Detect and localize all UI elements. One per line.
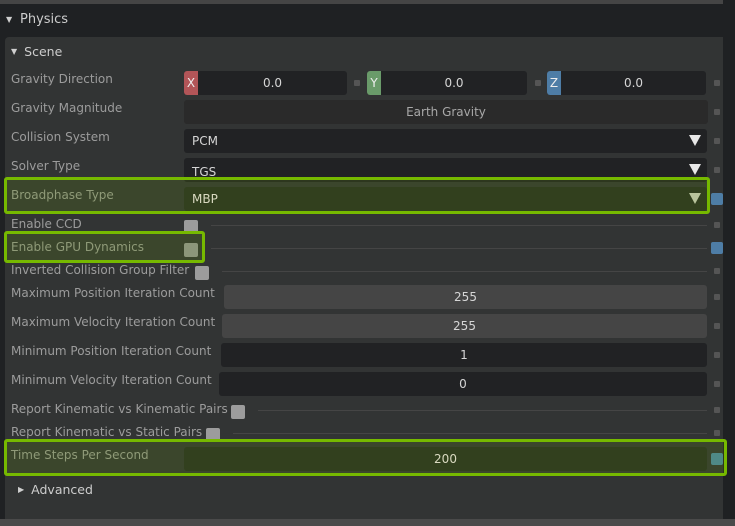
reset-indicator[interactable] (714, 381, 720, 387)
top-border (0, 0, 735, 4)
divider (233, 433, 707, 434)
enable-ccd-label: Enable CCD (11, 217, 82, 231)
max-velocity-iteration-count-label: Maximum Velocity Iteration Count (11, 315, 216, 329)
broadphase-type-value: MBP (192, 192, 218, 206)
gravity-magnitude-value: Earth Gravity (406, 105, 486, 119)
gravity-y-field[interactable]: Y 0.0 (367, 71, 527, 95)
advanced-subsection-header[interactable]: ▶ Advanced (18, 482, 93, 497)
broadphase-type-label: Broadphase Type (11, 188, 114, 202)
physics-section-header[interactable]: ▼ Physics (0, 4, 735, 35)
divider (222, 271, 707, 272)
reset-indicator[interactable] (714, 352, 720, 358)
time-steps-per-second-label: Time Steps Per Second (11, 448, 149, 462)
gravity-magnitude-label: Gravity Magnitude (11, 101, 123, 115)
inverted-collision-group-filter-label: Inverted Collision Group Filter (11, 263, 190, 277)
divider (211, 225, 707, 226)
max-position-iteration-count-label: Maximum Position Iteration Count (11, 286, 215, 300)
dropdown-arrow-icon (689, 135, 701, 146)
horizontal-scrollbar[interactable] (0, 519, 735, 526)
reset-indicator[interactable] (714, 167, 720, 173)
max-position-iteration-count-value: 255 (454, 290, 477, 304)
collapse-triangle-icon[interactable]: ▼ (6, 15, 13, 24)
min-velocity-iteration-count-field[interactable]: 0 (219, 372, 707, 396)
reset-indicator[interactable] (714, 80, 720, 86)
time-steps-per-second-value: 200 (434, 452, 457, 466)
gravity-x-value: 0.0 (262, 76, 283, 90)
reset-indicator[interactable] (535, 80, 541, 86)
solver-type-value: TGS (192, 165, 217, 179)
min-position-iteration-count-field[interactable]: 1 (221, 343, 707, 367)
collision-system-dropdown[interactable]: PCM (184, 129, 707, 153)
reset-indicator[interactable] (714, 138, 720, 144)
min-position-iteration-count-value: 1 (460, 348, 468, 362)
min-velocity-iteration-count-value: 0 (459, 377, 467, 391)
max-position-iteration-count-field[interactable]: 255 (224, 285, 707, 309)
inverted-collision-group-filter-checkbox[interactable] (195, 266, 209, 280)
collision-system-label: Collision System (11, 130, 110, 144)
dropdown-arrow-icon (689, 164, 701, 175)
axis-z-badge: Z (547, 71, 561, 95)
max-velocity-iteration-count-value: 255 (453, 319, 476, 333)
scrollbar-track[interactable] (723, 0, 735, 526)
min-position-iteration-count-label: Minimum Position Iteration Count (11, 344, 212, 358)
reset-indicator[interactable] (714, 407, 720, 413)
gravity-x-field[interactable]: X 0.0 (184, 71, 347, 95)
enable-ccd-checkbox[interactable] (184, 220, 198, 234)
enable-gpu-dynamics-label: Enable GPU Dynamics (11, 240, 144, 254)
divider (258, 410, 707, 411)
min-velocity-iteration-count-label: Minimum Velocity Iteration Count (11, 373, 212, 387)
report-kinematic-kinematic-label: Report Kinematic vs Kinematic Pairs (11, 402, 228, 416)
time-steps-per-second-field[interactable]: 200 (184, 447, 707, 471)
report-kinematic-static-checkbox[interactable] (206, 428, 220, 442)
reset-indicator[interactable] (714, 294, 720, 300)
divider (211, 248, 707, 249)
gravity-direction-label: Gravity Direction (11, 72, 113, 86)
gravity-z-value: 0.0 (623, 76, 644, 90)
scene-subsection-header[interactable]: ▼ Scene (5, 41, 62, 61)
gravity-magnitude-field[interactable]: Earth Gravity (184, 100, 708, 124)
modified-indicator[interactable] (711, 193, 723, 205)
dropdown-arrow-icon (689, 193, 701, 204)
reset-indicator[interactable] (714, 222, 720, 228)
advanced-subsection-title: Advanced (31, 482, 93, 497)
collapse-triangle-icon[interactable]: ▼ (11, 46, 18, 56)
reset-indicator[interactable] (714, 323, 720, 329)
axis-y-badge: Y (367, 71, 381, 95)
reset-indicator[interactable] (714, 268, 720, 274)
gravity-z-field[interactable]: Z 0.0 (547, 71, 706, 95)
report-kinematic-kinematic-checkbox[interactable] (231, 405, 245, 419)
modified-indicator[interactable] (711, 453, 723, 465)
highlight-box (4, 231, 205, 263)
reset-indicator[interactable] (354, 80, 360, 86)
scene-subsection-title: Scene (24, 43, 63, 59)
modified-indicator[interactable] (711, 242, 723, 254)
reset-indicator[interactable] (714, 430, 720, 436)
collision-system-value: PCM (192, 134, 218, 148)
physics-section-title: Physics (20, 12, 69, 27)
reset-indicator[interactable] (714, 109, 720, 115)
report-kinematic-static-label: Report Kinematic vs Static Pairs (11, 425, 203, 439)
max-velocity-iteration-count-field[interactable]: 255 (222, 314, 707, 338)
axis-x-badge: X (184, 71, 198, 95)
expand-triangle-icon[interactable]: ▶ (18, 485, 25, 494)
solver-type-label: Solver Type (11, 159, 81, 173)
enable-gpu-dynamics-checkbox[interactable] (184, 243, 198, 257)
broadphase-type-dropdown[interactable]: MBP (184, 187, 707, 211)
gravity-y-value: 0.0 (444, 76, 464, 90)
